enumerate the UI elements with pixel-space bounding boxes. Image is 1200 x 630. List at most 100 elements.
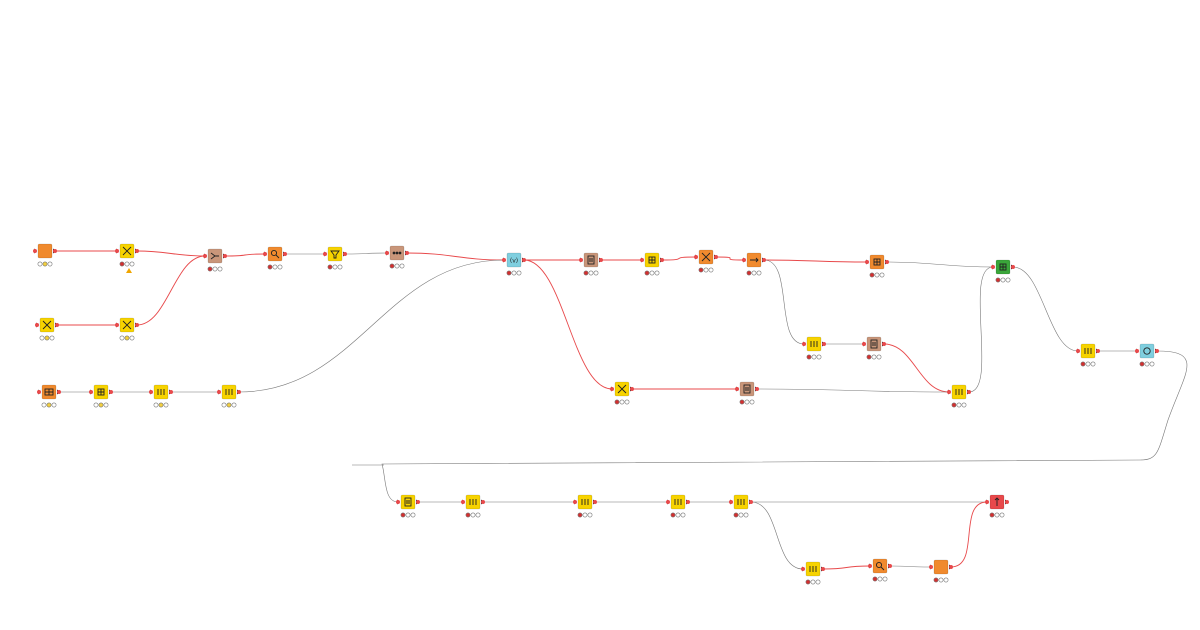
orange-source-node[interactable] — [33, 243, 57, 267]
node-body[interactable] — [267, 246, 283, 262]
yellow-manipulator-node[interactable] — [666, 494, 690, 518]
connection-line[interactable] — [968, 266, 994, 393]
connection-line[interactable] — [1012, 266, 1079, 352]
port-dot — [416, 500, 420, 504]
status-light — [212, 266, 218, 272]
connection-line[interactable] — [406, 252, 505, 261]
node-body[interactable] — [933, 559, 949, 575]
node-body[interactable] — [400, 494, 416, 510]
node-body[interactable] — [583, 252, 599, 268]
node-body[interactable] — [37, 243, 53, 259]
node-body[interactable] — [739, 381, 755, 397]
status-light — [749, 399, 755, 405]
red-writer-node[interactable] — [985, 494, 1009, 518]
connection-line[interactable] — [950, 501, 988, 568]
status-light — [951, 402, 957, 408]
status-light — [956, 402, 962, 408]
connection-line[interactable] — [756, 388, 950, 393]
connection-line[interactable] — [822, 565, 871, 570]
status-light — [879, 272, 885, 278]
node-body[interactable] — [872, 558, 888, 574]
status-lights — [389, 263, 405, 269]
orange-query-node[interactable] — [868, 558, 892, 582]
port-dot — [53, 249, 57, 253]
yellow-manipulator-node[interactable] — [461, 494, 485, 518]
connection-line[interactable] — [523, 259, 613, 390]
status-lights — [806, 354, 822, 360]
variable-icon: (v) — [510, 258, 518, 265]
tan-tool-node[interactable] — [385, 245, 409, 269]
status-lights — [698, 267, 714, 273]
yellow-filter-node[interactable] — [323, 246, 347, 270]
yellow-manipulator-node[interactable] — [947, 384, 971, 408]
yellow-transform-node[interactable] — [115, 243, 139, 273]
orange-source-node[interactable] — [929, 559, 953, 583]
status-light — [231, 402, 237, 408]
yellow-manipulator-node[interactable] — [801, 561, 825, 585]
status-light — [410, 512, 416, 518]
yellow-manipulator-node[interactable] — [396, 494, 420, 518]
doc-icon — [743, 384, 751, 394]
yellow-manipulator-node[interactable] — [89, 384, 113, 408]
lightblue-variable-node[interactable]: (v) — [502, 252, 526, 276]
yellow-manipulator-node[interactable] — [149, 384, 173, 408]
status-lights — [153, 402, 169, 408]
orange-source-node[interactable] — [742, 252, 766, 276]
yellow-read-node[interactable] — [35, 317, 59, 341]
connection-line[interactable] — [136, 250, 206, 257]
connection-line[interactable] — [763, 259, 868, 263]
port-dot — [396, 500, 400, 504]
port-dot — [223, 254, 227, 258]
node-body[interactable] — [866, 336, 882, 352]
tan-tool-node[interactable] — [579, 252, 603, 276]
status-lights — [37, 261, 53, 267]
connection-line[interactable] — [238, 259, 505, 393]
tan-tool-node[interactable] — [735, 381, 759, 405]
connection-line[interactable] — [136, 255, 206, 326]
connection-line[interactable] — [750, 501, 804, 570]
doc-icon — [870, 339, 878, 349]
green-view-node[interactable] — [991, 259, 1015, 283]
yellow-manipulator-node[interactable] — [217, 384, 241, 408]
yellow-manipulator-node[interactable] — [802, 336, 826, 360]
connection-line[interactable] — [715, 256, 745, 261]
connection-line[interactable] — [344, 252, 388, 255]
yellow-manipulator-node[interactable] — [729, 494, 753, 518]
connection-line[interactable] — [886, 261, 994, 268]
connection-line[interactable] — [889, 565, 932, 568]
x-cross-icon — [701, 252, 711, 262]
port-dot — [461, 500, 465, 504]
yellow-manipulator-node[interactable] — [573, 494, 597, 518]
connection-line[interactable] — [224, 253, 266, 257]
port-dot — [55, 323, 59, 327]
connection-line[interactable] — [661, 256, 697, 261]
connection-line[interactable] — [381, 350, 1188, 503]
connection-line[interactable] — [883, 343, 950, 393]
node-body[interactable] — [327, 246, 343, 262]
orange-table-source-node[interactable] — [37, 384, 61, 408]
orange-query-node[interactable] — [263, 246, 287, 270]
port-dot — [735, 387, 739, 391]
orange-query-node[interactable] — [694, 249, 718, 273]
node-body[interactable] — [1139, 343, 1155, 359]
port-dot — [755, 387, 759, 391]
status-lights — [869, 272, 885, 278]
status-light — [644, 270, 650, 276]
yellow-transform-node[interactable] — [610, 381, 634, 405]
yellow-transform-node[interactable] — [115, 317, 139, 341]
yellow-manipulator-node[interactable] — [1076, 343, 1100, 367]
status-light — [805, 579, 811, 585]
bars-icon — [810, 341, 818, 347]
warning-icon — [126, 268, 132, 273]
status-light — [37, 261, 43, 267]
connection-line[interactable] — [763, 259, 805, 345]
status-light — [989, 512, 995, 518]
orange-db-node[interactable] — [865, 254, 889, 278]
tan-joiner-node[interactable] — [203, 248, 227, 272]
port-dot — [385, 251, 389, 255]
lightblue-variable-node[interactable] — [1135, 343, 1159, 367]
node-body[interactable] — [506, 252, 522, 268]
yellow-manipulator-node[interactable] — [640, 252, 664, 276]
tan-tool-node[interactable] — [862, 336, 886, 360]
